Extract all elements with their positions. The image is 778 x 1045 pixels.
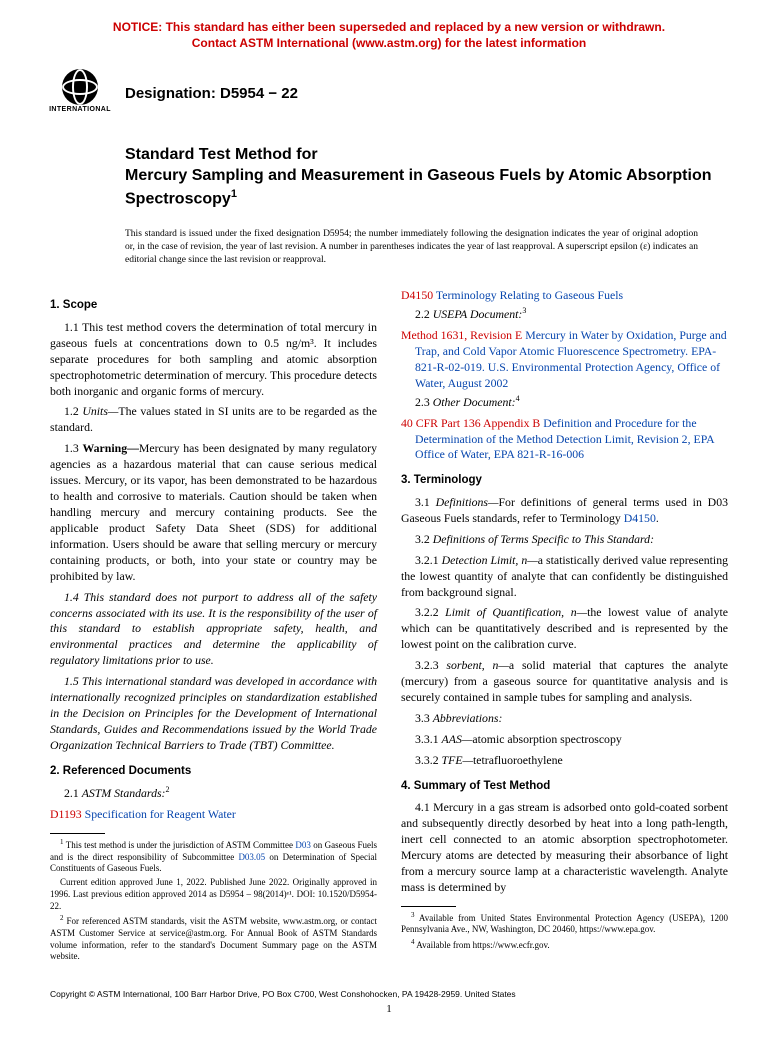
para-3-2-1: 3.2.1 Detection Limit, n—a statistically… <box>401 553 728 601</box>
footnotes-right: 3 Available from United States Environme… <box>401 911 728 952</box>
link-committee-d03[interactable]: D03 <box>295 840 311 850</box>
link-d4150-inline[interactable]: D4150 <box>624 511 656 525</box>
notice-line1: NOTICE: This standard has either been su… <box>113 20 665 34</box>
footnote-rule-right <box>401 906 456 907</box>
ref-d4150: D4150 Terminology Relating to Gaseous Fu… <box>401 288 728 304</box>
para-1-1: 1.1 This test method covers the determin… <box>50 320 377 400</box>
footnote-4: 4 Available from https://www.ecfr.gov. <box>401 938 728 952</box>
footnote-rule <box>50 833 105 834</box>
footnotes-left: 1 This test method is under the jurisdic… <box>50 838 377 963</box>
link-d1193-title[interactable]: Specification for Reagent Water <box>85 807 236 821</box>
section-2-head: 2. Referenced Documents <box>50 764 377 780</box>
para-2-3: 2.3 Other Document:4 <box>401 394 728 411</box>
link-cfr-code[interactable]: 40 CFR Part 136 Appendix B <box>401 416 540 430</box>
ref-method-1631: Method 1631, Revision E Mercury in Water… <box>401 328 728 392</box>
para-3-3-2: 3.3.2 TFE—tetrafluoroethylene <box>401 753 728 769</box>
footnote-3: 3 Available from United States Environme… <box>401 911 728 936</box>
para-3-2: 3.2 Definitions of Terms Specific to Thi… <box>401 532 728 548</box>
header-row: INTERNATIONAL Designation: D5954 − 22 <box>50 69 728 117</box>
para-3-3: 3.3 Abbreviations: <box>401 711 728 727</box>
right-column: D4150 Terminology Relating to Gaseous Fu… <box>401 288 728 965</box>
para-2-1: 2.1 ASTM Standards:2 <box>50 785 377 802</box>
globe-icon <box>62 69 98 105</box>
title-block: Standard Test Method for Mercury Samplin… <box>125 145 728 210</box>
para-3-1: 3.1 Definitions—For definitions of gener… <box>401 495 728 527</box>
ref-d1193: D1193 Specification for Reagent Water <box>50 807 377 823</box>
para-1-4: 1.4 This standard does not purport to ad… <box>50 590 377 670</box>
para-1-2: 1.2 Units—The values stated in SI units … <box>50 404 377 436</box>
logo-text: INTERNATIONAL <box>49 106 111 113</box>
title-main: Mercury Sampling and Measurement in Gase… <box>125 166 728 210</box>
astm-logo: INTERNATIONAL <box>50 69 110 117</box>
footnote-1b: Current edition approved June 1, 2022. P… <box>50 877 377 912</box>
section-3-head: 3. Terminology <box>401 473 728 489</box>
section-4-head: 4. Summary of Test Method <box>401 779 728 795</box>
notice-banner: NOTICE: This standard has either been su… <box>50 20 728 51</box>
link-d1193-code[interactable]: D1193 <box>50 807 82 821</box>
para-1-5: 1.5 This international standard was deve… <box>50 674 377 754</box>
title-lead: Standard Test Method for <box>125 145 728 166</box>
para-1-3: 1.3 Warning—Mercury has been designated … <box>50 441 377 584</box>
para-4-1: 4.1 Mercury in a gas stream is adsorbed … <box>401 800 728 896</box>
para-2-2: 2.2 USEPA Document:3 <box>401 306 728 323</box>
footnote-1: 1 This test method is under the jurisdic… <box>50 838 377 875</box>
link-m1631-code[interactable]: Method 1631, Revision E <box>401 328 522 342</box>
section-1-head: 1. Scope <box>50 298 377 314</box>
para-3-2-2: 3.2.2 Limit of Quantification, n—the low… <box>401 605 728 653</box>
para-3-3-1: 3.3.1 AAS—atomic absorption spectroscopy <box>401 732 728 748</box>
page-number: 1 <box>50 1003 728 1015</box>
body-columns: 1. Scope 1.1 This test method covers the… <box>50 288 728 965</box>
link-d4150-code[interactable]: D4150 <box>401 288 433 302</box>
para-3-2-3: 3.2.3 sorbent, n—a solid material that c… <box>401 658 728 706</box>
notice-line2: Contact ASTM International (www.astm.org… <box>192 36 586 50</box>
title-footnote-ref: 1 <box>231 188 237 200</box>
document-page: NOTICE: This standard has either been su… <box>0 0 778 1045</box>
footnote-2: 2 For referenced ASTM standards, visit t… <box>50 914 377 963</box>
link-d4150-title[interactable]: Terminology Relating to Gaseous Fuels <box>436 288 623 302</box>
left-column: 1. Scope 1.1 This test method covers the… <box>50 288 377 965</box>
link-subcommittee-d0305[interactable]: D03.05 <box>238 852 265 862</box>
designation: Designation: D5954 − 22 <box>125 85 298 102</box>
issuance-note: This standard is issued under the fixed … <box>125 228 698 266</box>
copyright-line: Copyright © ASTM International, 100 Barr… <box>50 989 728 999</box>
ref-cfr: 40 CFR Part 136 Appendix B Definition an… <box>401 416 728 464</box>
